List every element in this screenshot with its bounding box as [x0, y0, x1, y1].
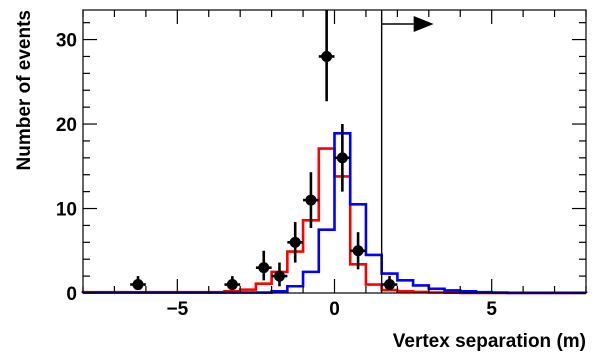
- x-tick-label: −5: [166, 299, 188, 320]
- data-marker: [132, 279, 144, 291]
- data-points-layer: [130, 10, 398, 291]
- y-axis-title: Number of events: [14, 10, 35, 170]
- y-tick-label: 0: [66, 284, 77, 305]
- data-marker: [352, 245, 364, 257]
- data-marker: [273, 270, 285, 282]
- data-point: [318, 10, 335, 102]
- data-marker: [226, 279, 238, 291]
- data-point: [303, 172, 319, 228]
- data-point: [271, 262, 288, 287]
- data-point: [381, 276, 398, 291]
- data-marker: [321, 50, 333, 62]
- data-marker: [289, 236, 301, 248]
- data-point: [255, 250, 272, 281]
- data-point: [334, 124, 351, 192]
- data-marker: [384, 279, 396, 291]
- tick-labels: −5 0 5 0 10 20 30: [56, 31, 498, 320]
- cut-arrow: [381, 16, 434, 32]
- x-tick-label: 5: [486, 299, 497, 320]
- data-point: [350, 232, 366, 270]
- y-tick-label: 10: [56, 200, 77, 221]
- x-tick-label: 0: [329, 299, 340, 320]
- histogram-blue: [81, 132, 588, 295]
- data-marker: [305, 194, 317, 206]
- data-marker: [258, 262, 270, 274]
- data-point: [224, 276, 241, 291]
- data-marker: [336, 152, 348, 164]
- data-point: [130, 276, 146, 291]
- cut-arrow-head: [413, 16, 434, 32]
- x-axis-title: Vertex separation (m): [393, 331, 586, 352]
- y-tick-label: 20: [56, 115, 77, 136]
- y-tick-label: 30: [56, 31, 77, 52]
- data-point: [287, 222, 304, 263]
- axis-ticks: [82, 10, 587, 294]
